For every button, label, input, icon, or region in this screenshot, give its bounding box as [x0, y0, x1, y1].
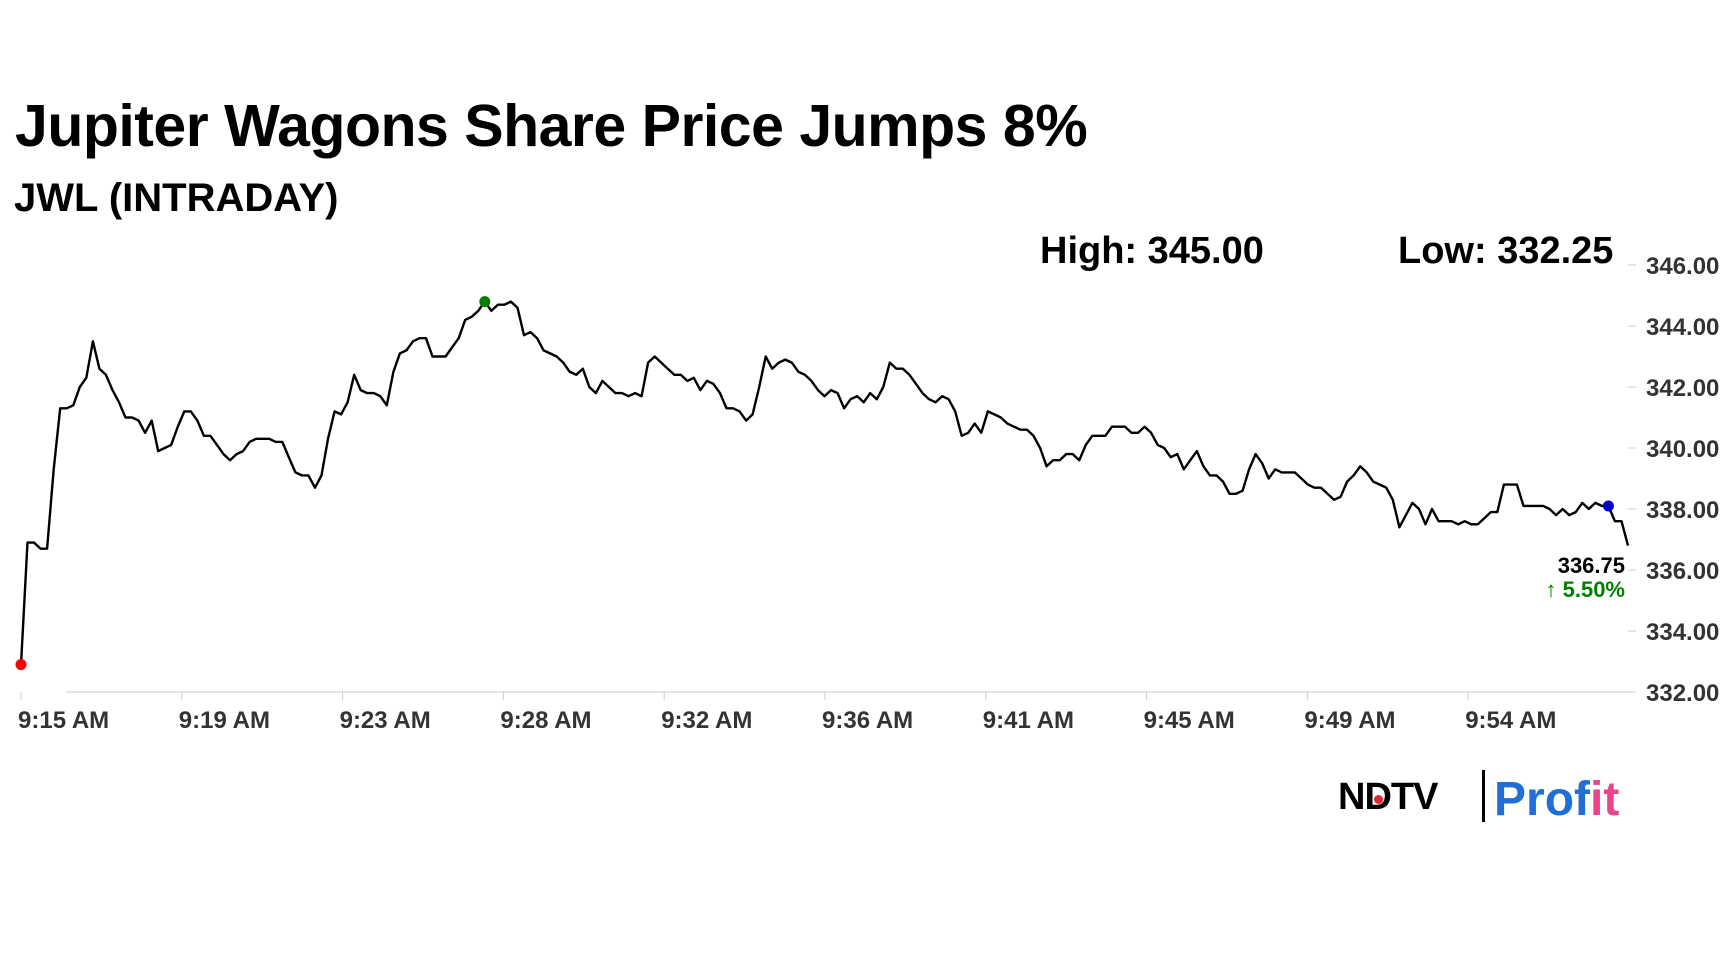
- x-tick-label: 9:32 AM: [661, 707, 752, 734]
- percent-change-label: ↑ 5.50%: [1546, 577, 1626, 602]
- x-tick-label: 9:23 AM: [340, 707, 431, 734]
- x-tick-label: 9:41 AM: [983, 707, 1074, 734]
- y-tick-label: 334.00: [1646, 619, 1719, 646]
- logo-ndtv-text: NDTV: [1338, 776, 1438, 818]
- high-marker: [479, 296, 491, 308]
- y-tick-label: 332.00: [1646, 680, 1719, 707]
- x-tick-label: 9:28 AM: [500, 707, 591, 734]
- x-tick-label: 9:49 AM: [1304, 707, 1395, 734]
- day-low-label: Low: 332.25: [1398, 230, 1614, 272]
- open-marker: [15, 659, 27, 671]
- x-tick-label: 9:54 AM: [1465, 707, 1556, 734]
- y-tick-label: 344.00: [1646, 314, 1719, 341]
- y-tick-label: 338.00: [1646, 497, 1719, 524]
- x-tick-label: 9:36 AM: [822, 707, 913, 734]
- logo-red-dot-icon: [1374, 795, 1383, 804]
- chart-subtitle: JWL (INTRADAY): [14, 176, 339, 220]
- y-tick-label: 336.00: [1646, 558, 1719, 585]
- x-tick-label: 9:15 AM: [18, 707, 109, 734]
- y-tick-label: 346.00: [1646, 253, 1719, 280]
- y-tick-label: 340.00: [1646, 436, 1719, 463]
- logo-profit-text: Profit: [1494, 773, 1620, 826]
- price-line: [19, 300, 1630, 665]
- last-price-label: 336.75: [1558, 553, 1625, 578]
- chart-title: Jupiter Wagons Share Price Jumps 8%: [15, 93, 1088, 159]
- y-tick-label: 342.00: [1646, 375, 1719, 402]
- x-tick-label: 9:19 AM: [179, 707, 270, 734]
- logo-divider: [1482, 770, 1485, 822]
- last-marker: [1602, 500, 1614, 512]
- x-tick-label: 9:45 AM: [1144, 707, 1235, 734]
- day-high-label: High: 345.00: [1040, 230, 1264, 272]
